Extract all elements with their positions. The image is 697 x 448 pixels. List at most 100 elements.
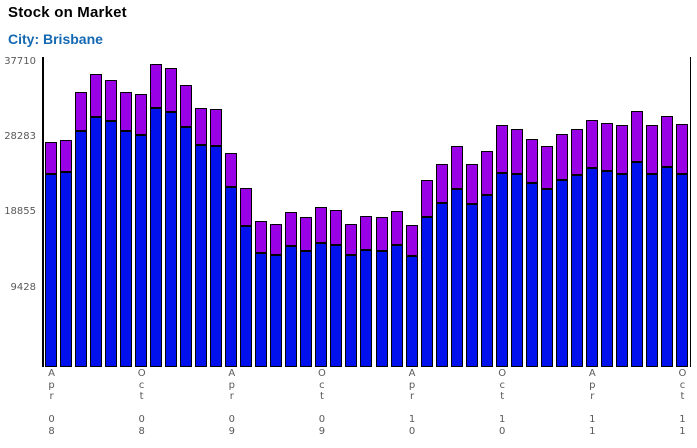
bar-nov-08 (150, 64, 163, 367)
bar-segment-blue (315, 242, 328, 367)
plot-area (42, 57, 691, 367)
bar-jul-09 (270, 223, 283, 367)
bar-segment-blue (330, 244, 343, 367)
bar-segment-blue (420, 216, 433, 367)
bar-jun-08 (75, 91, 88, 367)
bar-segment-purple (390, 210, 403, 245)
x-axis-tick-label: A p r 1 0 (408, 368, 416, 437)
bar-segment-blue (375, 251, 388, 367)
bar-jan-09 (180, 85, 193, 367)
bar-aug-11 (645, 124, 658, 367)
bar-sep-10 (480, 150, 493, 367)
bar-segment-purple (90, 73, 103, 118)
bar-may-11 (600, 123, 613, 367)
bar-nov-09 (330, 210, 343, 367)
bar-segment-purple (195, 107, 208, 145)
bar-segment-purple (255, 221, 268, 254)
bar-oct-11 (675, 124, 688, 367)
bar-segment-blue (120, 130, 133, 367)
bar-segment-blue (510, 174, 523, 367)
bar-may-09 (240, 187, 253, 367)
bar-segment-blue (210, 145, 223, 367)
bar-segment-blue (540, 188, 553, 367)
bar-segment-blue (345, 254, 358, 367)
chart-subtitle: City: Brisbane (8, 31, 103, 47)
bar-segment-purple (60, 139, 73, 173)
bar-segment-purple (120, 92, 133, 131)
chart-title: Stock on Market (8, 4, 127, 21)
bar-segment-blue (570, 175, 583, 367)
y-axis-tick-label: 37710 (4, 55, 36, 67)
bar-segment-purple (480, 150, 493, 195)
x-axis-tick-label: O c t 0 8 (137, 368, 146, 437)
bar-segment-blue (195, 144, 208, 367)
bar-sep-09 (300, 216, 313, 367)
bar-jan-10 (360, 216, 373, 367)
bar-segment-purple (615, 125, 628, 174)
bar-oct-10 (495, 125, 508, 367)
x-axis-tick-label: O c t 1 1 (678, 368, 687, 437)
bar-mar-10 (390, 210, 403, 367)
bar-segment-purple (645, 124, 658, 174)
bar-segment-blue (90, 117, 103, 367)
bar-segment-purple (165, 68, 178, 112)
bar-apr-10 (405, 224, 418, 367)
bar-segment-purple (180, 85, 193, 127)
bar-apr-09 (225, 153, 238, 367)
bar-segment-blue (75, 131, 88, 367)
bar-segment-blue (285, 246, 298, 367)
bar-sep-08 (120, 92, 133, 367)
bar-aug-09 (285, 212, 298, 367)
bar-feb-11 (555, 134, 568, 367)
bar-segment-purple (675, 124, 688, 174)
bar-segment-blue (480, 194, 493, 367)
bar-segment-purple (315, 207, 328, 243)
bar-segment-purple (360, 216, 373, 250)
y-axis-tick-label: 9428 (10, 281, 36, 293)
bar-segment-purple (405, 224, 418, 256)
bar-segment-purple (330, 210, 343, 245)
bar-segment-purple (75, 91, 88, 132)
bar-jun-11 (615, 125, 628, 367)
bar-segment-purple (660, 115, 673, 167)
bar-segment-purple (540, 145, 553, 189)
bar-jul-10 (450, 146, 463, 367)
bar-segment-purple (435, 164, 448, 203)
bar-segment-blue (135, 134, 148, 367)
x-axis-tick-label: A p r 1 1 (588, 368, 596, 437)
bar-jan-11 (540, 145, 553, 367)
bar-aug-08 (105, 79, 118, 367)
bar-jun-09 (255, 221, 268, 367)
bar-segment-blue (240, 225, 253, 367)
bar-segment-purple (555, 134, 568, 181)
bar-segment-blue (435, 202, 448, 367)
bar-segment-blue (585, 168, 598, 367)
bar-segment-purple (450, 146, 463, 190)
bar-segment-blue (390, 244, 403, 367)
bar-dec-08 (165, 68, 178, 367)
bar-feb-09 (195, 107, 208, 367)
bar-segment-blue (600, 170, 613, 367)
bar-apr-11 (585, 120, 598, 367)
bar-segment-blue (630, 161, 643, 367)
bar-mar-09 (210, 109, 223, 367)
x-axis-tick-label: O c t 1 0 (498, 368, 507, 437)
bar-segment-blue (645, 173, 658, 367)
x-axis-tick-label: A p r 0 9 (228, 368, 236, 437)
bar-segment-purple (225, 153, 238, 188)
bar-segment-purple (630, 110, 643, 162)
bar-segment-purple (420, 180, 433, 217)
bar-segment-blue (405, 255, 418, 367)
y-axis-tick-label: 18855 (4, 206, 36, 218)
bar-segment-blue (465, 203, 478, 367)
bar-segment-blue (180, 126, 193, 367)
bar-segment-purple (495, 125, 508, 173)
bar-segment-purple (570, 129, 583, 176)
bar-segment-blue (165, 111, 178, 367)
bar-segment-blue (660, 166, 673, 367)
bar-mar-11 (570, 129, 583, 367)
bar-segment-purple (45, 141, 57, 175)
bar-segment-blue (525, 182, 538, 367)
bar-apr-08 (45, 141, 57, 367)
